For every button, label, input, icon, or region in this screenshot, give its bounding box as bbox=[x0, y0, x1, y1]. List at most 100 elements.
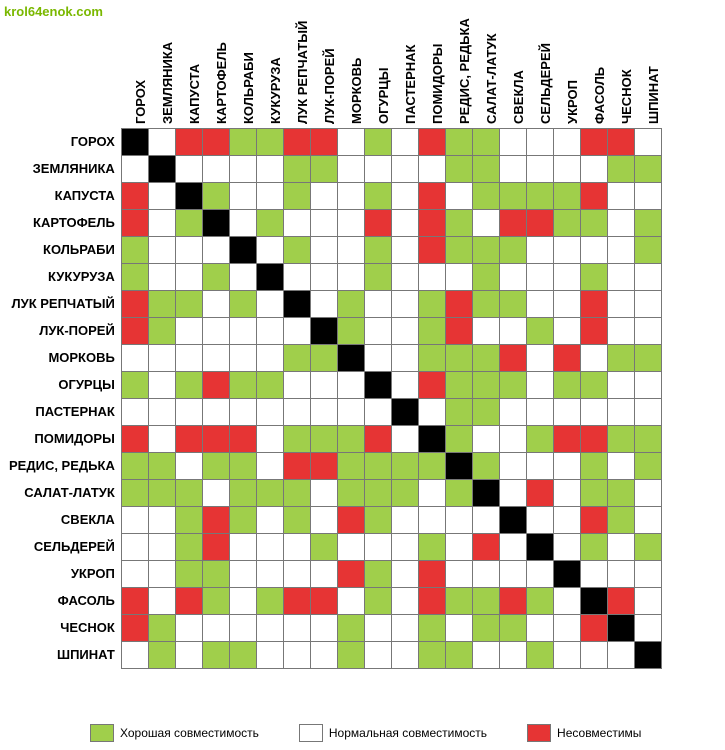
compatibility-cell bbox=[310, 452, 337, 479]
compatibility-cell bbox=[499, 425, 526, 452]
compatibility-cell bbox=[580, 155, 607, 182]
compatibility-cell bbox=[472, 587, 499, 614]
compatibility-cell bbox=[121, 236, 148, 263]
compatibility-cell bbox=[499, 560, 526, 587]
compatibility-cell bbox=[418, 128, 445, 155]
compatibility-cell bbox=[283, 479, 310, 506]
row-header-label: РЕДИС, РЕДЬКА bbox=[8, 452, 121, 479]
compatibility-cell bbox=[472, 128, 499, 155]
compatibility-cell bbox=[445, 155, 472, 182]
compatibility-cell bbox=[607, 452, 634, 479]
compatibility-cell bbox=[175, 398, 202, 425]
compatibility-cell bbox=[283, 614, 310, 641]
compatibility-cell bbox=[202, 452, 229, 479]
compatibility-cell bbox=[580, 587, 607, 614]
compatibility-cell bbox=[175, 182, 202, 209]
compatibility-cell bbox=[229, 614, 256, 641]
compatibility-cell bbox=[634, 128, 661, 155]
compatibility-cell bbox=[526, 263, 553, 290]
compatibility-cell bbox=[526, 479, 553, 506]
compatibility-cell bbox=[202, 398, 229, 425]
compatibility-cell bbox=[283, 587, 310, 614]
compatibility-cell bbox=[391, 290, 418, 317]
compatibility-cell bbox=[526, 371, 553, 398]
compatibility-cell bbox=[553, 263, 580, 290]
compatibility-cell bbox=[418, 209, 445, 236]
compatibility-cell bbox=[607, 263, 634, 290]
compatibility-cell bbox=[580, 182, 607, 209]
compatibility-cell bbox=[445, 128, 472, 155]
compatibility-cell bbox=[148, 182, 175, 209]
compatibility-cell bbox=[310, 560, 337, 587]
compatibility-cell bbox=[148, 614, 175, 641]
compatibility-cell bbox=[607, 209, 634, 236]
legend-swatch-normal bbox=[299, 724, 323, 742]
compatibility-cell bbox=[553, 371, 580, 398]
compatibility-cell bbox=[229, 641, 256, 668]
compatibility-cell bbox=[391, 371, 418, 398]
compatibility-cell bbox=[148, 398, 175, 425]
compatibility-cell bbox=[445, 641, 472, 668]
compatibility-cell bbox=[364, 425, 391, 452]
compatibility-cell bbox=[553, 641, 580, 668]
compatibility-cell bbox=[202, 371, 229, 398]
compatibility-cell bbox=[283, 371, 310, 398]
compatibility-cell bbox=[418, 155, 445, 182]
compatibility-cell bbox=[202, 182, 229, 209]
compatibility-cell bbox=[553, 506, 580, 533]
compatibility-cell bbox=[580, 317, 607, 344]
compatibility-cell bbox=[175, 614, 202, 641]
compatibility-cell bbox=[283, 641, 310, 668]
compatibility-cell bbox=[607, 344, 634, 371]
compatibility-cell bbox=[229, 128, 256, 155]
legend-swatch-bad bbox=[527, 724, 551, 742]
compatibility-cell bbox=[634, 452, 661, 479]
compatibility-cell bbox=[121, 155, 148, 182]
compatibility-cell bbox=[337, 155, 364, 182]
compatibility-chart: ГОРОХЗЕМЛЯНИКАКАПУСТАКАРТОФЕЛЬКОЛЬРАБИКУ… bbox=[8, 8, 662, 669]
compatibility-cell bbox=[364, 506, 391, 533]
compatibility-cell bbox=[202, 614, 229, 641]
compatibility-cell bbox=[229, 263, 256, 290]
compatibility-cell bbox=[337, 479, 364, 506]
compatibility-cell bbox=[121, 317, 148, 344]
compatibility-cell bbox=[634, 533, 661, 560]
compatibility-cell bbox=[256, 641, 283, 668]
compatibility-cell bbox=[337, 641, 364, 668]
compatibility-cell bbox=[607, 587, 634, 614]
compatibility-cell bbox=[499, 506, 526, 533]
compatibility-cell bbox=[148, 533, 175, 560]
compatibility-cell bbox=[202, 533, 229, 560]
compatibility-cell bbox=[337, 587, 364, 614]
compatibility-cell bbox=[418, 533, 445, 560]
compatibility-cell bbox=[148, 452, 175, 479]
compatibility-cell bbox=[175, 452, 202, 479]
compatibility-cell bbox=[634, 479, 661, 506]
row-header-label: МОРКОВЬ bbox=[8, 344, 121, 371]
compatibility-cell bbox=[283, 506, 310, 533]
compatibility-cell bbox=[418, 290, 445, 317]
compatibility-cell bbox=[202, 641, 229, 668]
compatibility-cell bbox=[391, 560, 418, 587]
compatibility-cell bbox=[445, 317, 472, 344]
compatibility-cell bbox=[121, 290, 148, 317]
compatibility-cell bbox=[202, 587, 229, 614]
compatibility-cell bbox=[175, 587, 202, 614]
compatibility-cell bbox=[580, 560, 607, 587]
compatibility-cell bbox=[202, 560, 229, 587]
compatibility-cell bbox=[202, 290, 229, 317]
table-row: КУКУРУЗА bbox=[8, 263, 661, 290]
compatibility-cell bbox=[445, 452, 472, 479]
compatibility-cell bbox=[634, 371, 661, 398]
compatibility-cell bbox=[418, 641, 445, 668]
row-header-label: СВЕКЛА bbox=[8, 506, 121, 533]
compatibility-cell bbox=[391, 452, 418, 479]
compatibility-cell bbox=[580, 479, 607, 506]
compatibility-cell bbox=[364, 128, 391, 155]
compatibility-cell bbox=[202, 263, 229, 290]
compatibility-cell bbox=[175, 317, 202, 344]
row-header-label: КОЛЬРАБИ bbox=[8, 236, 121, 263]
compatibility-cell bbox=[256, 398, 283, 425]
compatibility-cell bbox=[364, 182, 391, 209]
compatibility-cell bbox=[121, 560, 148, 587]
